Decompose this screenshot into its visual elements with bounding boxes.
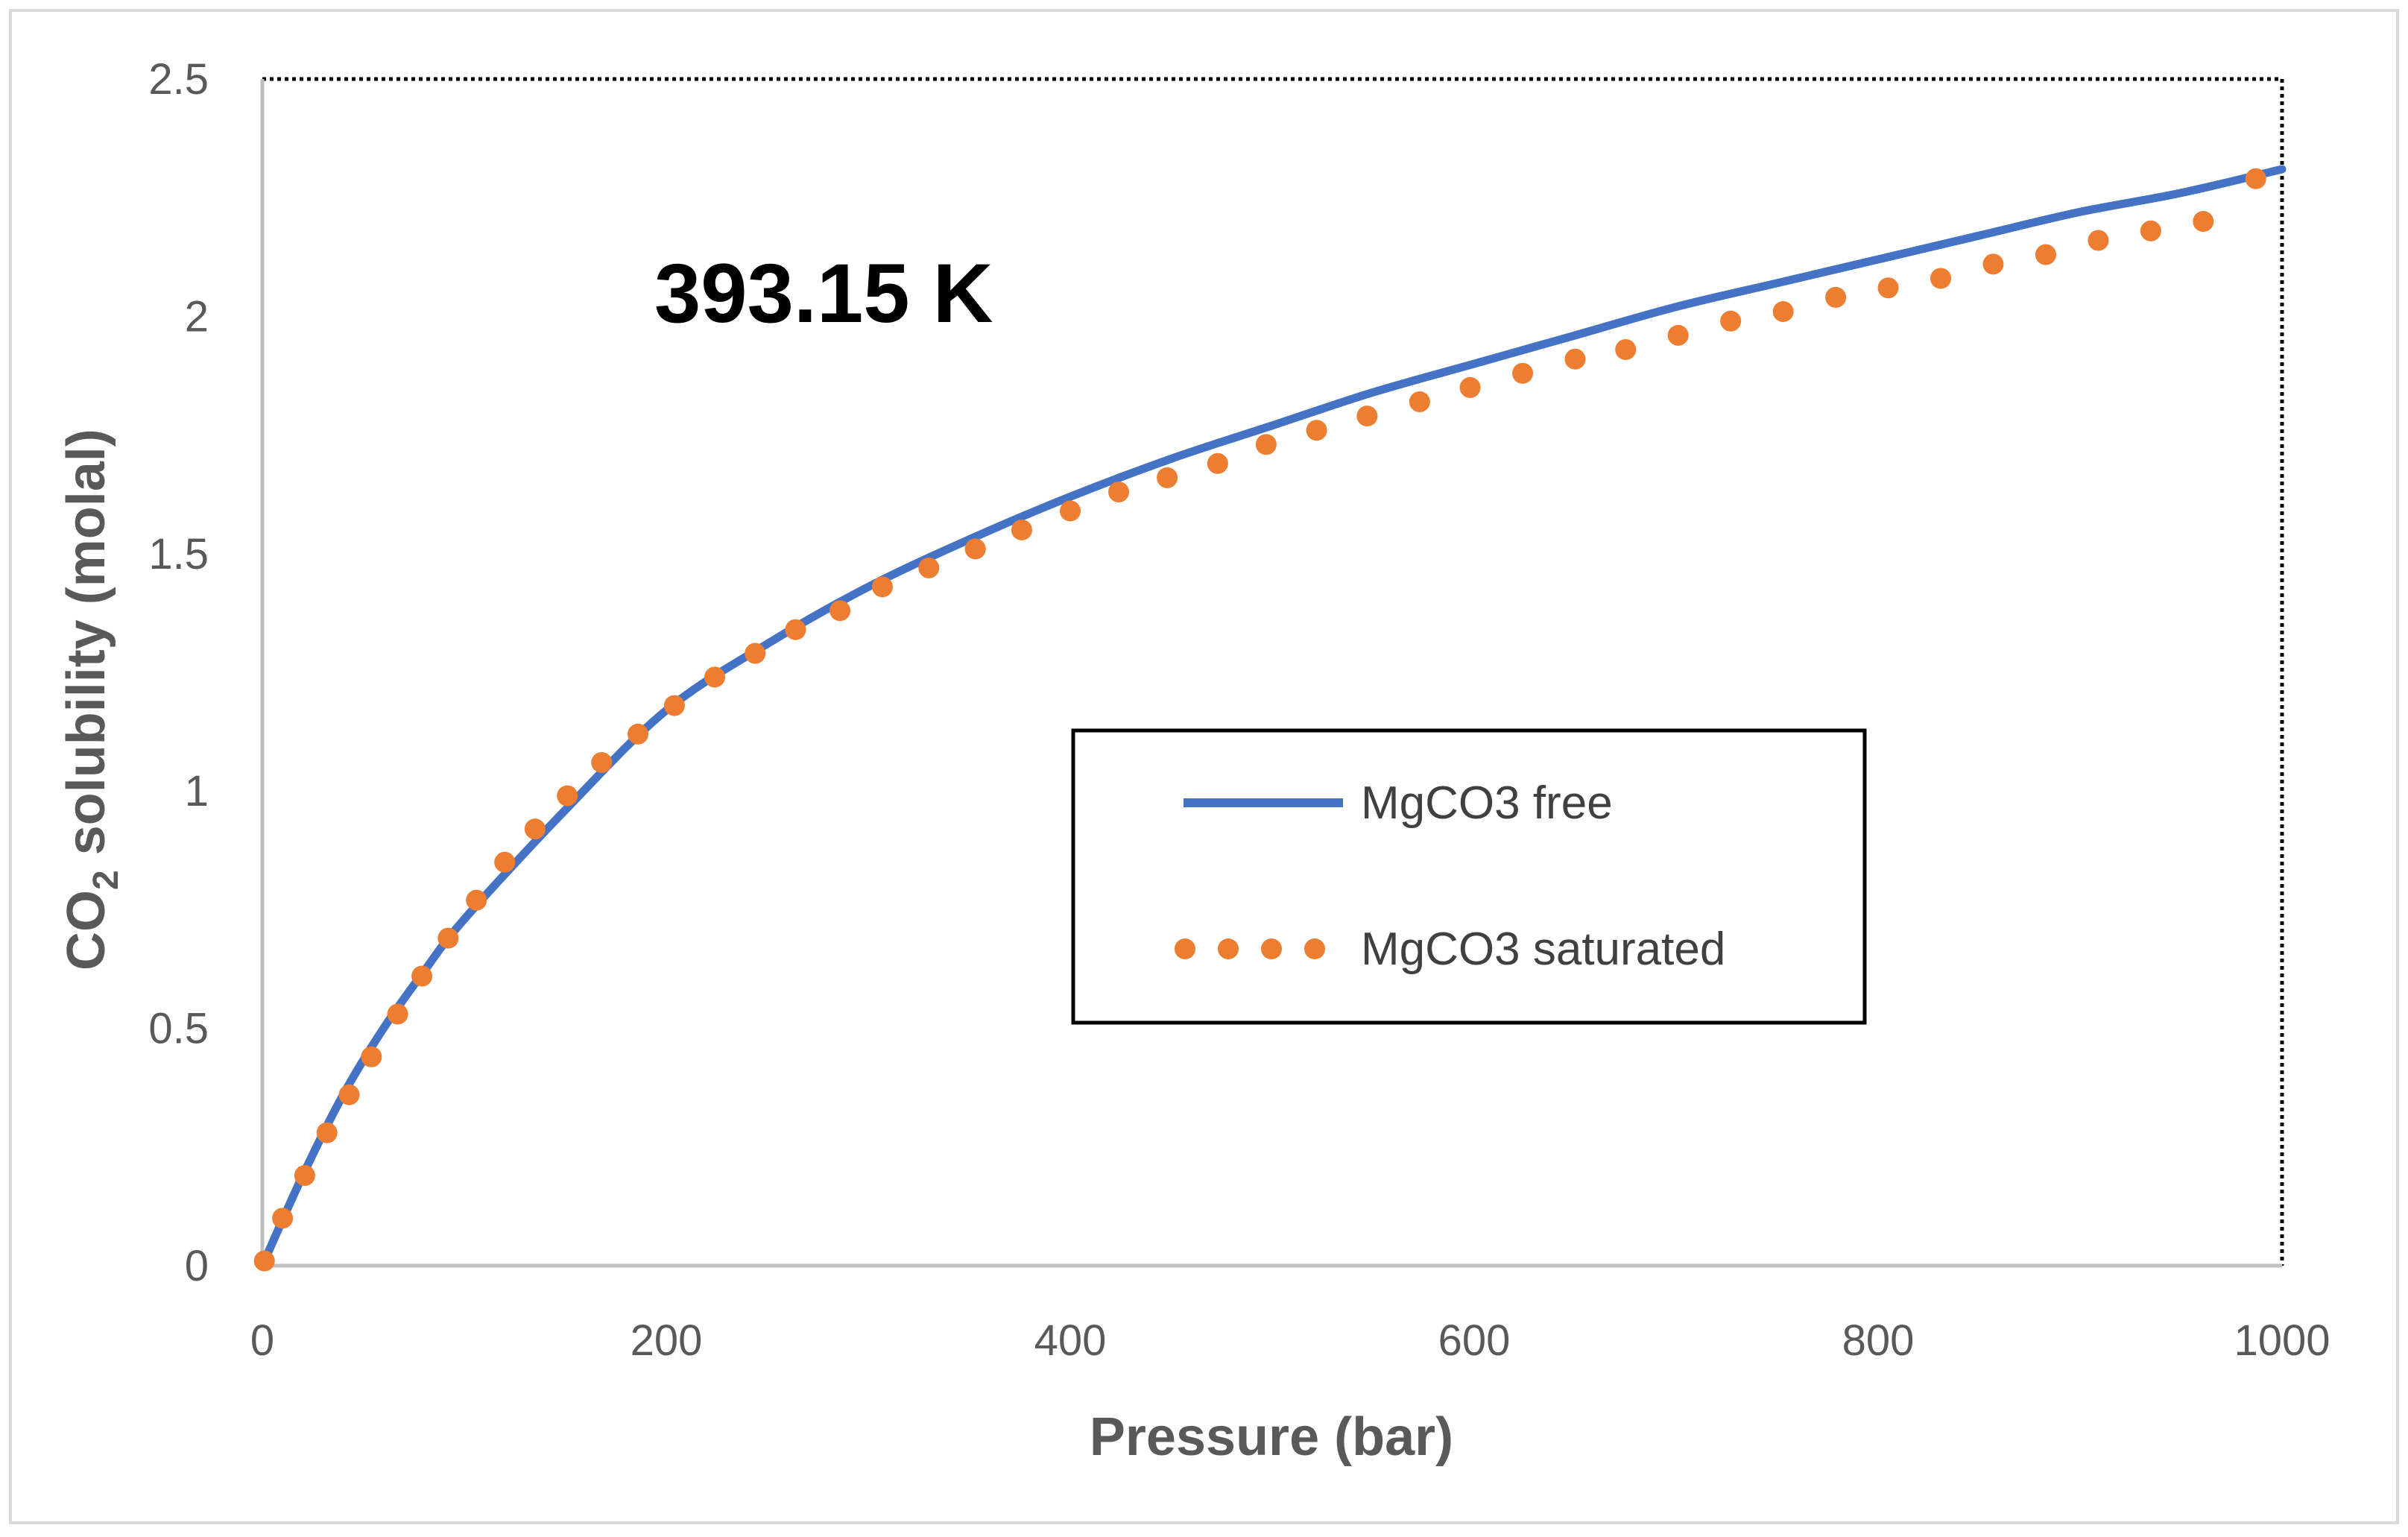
series-point-mgco3-saturated: [2193, 211, 2214, 233]
legend-dot: [1261, 938, 1282, 959]
y-tick-label: 1: [185, 767, 209, 815]
x-tick-label: 400: [1034, 1316, 1107, 1365]
series-point-mgco3-saturated: [1255, 434, 1277, 455]
plot-frame: [260, 77, 2284, 1268]
y-axis-title-main: CO: [57, 890, 116, 971]
series-point-mgco3-saturated: [411, 965, 433, 987]
series-point-mgco3-saturated: [437, 927, 459, 949]
series-point-mgco3-saturated: [1615, 338, 1637, 360]
legend-dot: [1218, 938, 1239, 959]
series-point-mgco3-saturated: [2245, 168, 2266, 189]
series-point-mgco3-saturated: [272, 1208, 294, 1229]
series-point-mgco3-saturated: [1011, 519, 1032, 540]
series-point-mgco3-saturated: [1877, 277, 1899, 299]
series-point-mgco3-saturated: [663, 695, 685, 716]
series-point-mgco3-saturated: [1108, 482, 1130, 503]
series-point-mgco3-saturated: [524, 818, 546, 840]
x-tick-label: 200: [631, 1316, 703, 1365]
series-point-mgco3-saturated: [1720, 310, 1742, 332]
series-point-mgco3-saturated: [253, 1250, 275, 1272]
y-axis-title-subscript: 2: [86, 870, 126, 890]
series-point-mgco3-saturated: [591, 751, 613, 773]
series-point-mgco3-saturated: [1207, 452, 1228, 474]
series-point-mgco3-saturated: [1157, 467, 1178, 488]
legend-box: [1071, 728, 1867, 1025]
y-axis-title-rest: solubility (molal): [57, 429, 116, 870]
series-layer: [253, 165, 2287, 1272]
series-point-mgco3-saturated: [1667, 324, 1689, 346]
legend: MgCO3 free MgCO3 saturated: [1071, 728, 1867, 1025]
series-point-mgco3-saturated: [918, 557, 940, 578]
y-axis-title: CO2 solubility (molal): [57, 429, 126, 971]
series-point-mgco3-saturated: [361, 1046, 382, 1067]
temperature-annotation: 393.15 K: [654, 247, 993, 340]
series-point-mgco3-saturated: [745, 643, 766, 664]
legend-label-mgco3-saturated: MgCO3 saturated: [1361, 924, 1725, 975]
series-point-mgco3-saturated: [1356, 405, 1378, 427]
y-tick-label: 1.5: [148, 530, 209, 578]
x-tick-labels: 0 200 400 600 800 1000: [250, 1316, 2330, 1365]
series-point-mgco3-saturated: [387, 1003, 408, 1025]
legend-dot: [1175, 938, 1195, 959]
series-point-mgco3-saturated: [338, 1084, 360, 1105]
series-point-mgco3-saturated: [466, 889, 487, 911]
series-point-mgco3-saturated: [557, 785, 578, 807]
x-tick-label: 0: [250, 1316, 274, 1365]
series-point-mgco3-saturated: [1772, 301, 1794, 323]
series-point-mgco3-saturated: [494, 851, 516, 873]
y-tick-label: 2: [185, 292, 209, 341]
series-point-mgco3-saturated: [785, 619, 806, 640]
y-tick-label: 0: [185, 1242, 209, 1290]
series-point-mgco3-saturated: [964, 538, 986, 560]
legend-label-mgco3-free: MgCO3 free: [1361, 777, 1613, 829]
series-point-mgco3-saturated: [829, 600, 851, 622]
series-point-mgco3-saturated: [294, 1165, 315, 1187]
legend-swatch-mgco3-saturated: [1175, 938, 1325, 959]
series-point-mgco3-saturated: [1825, 286, 1847, 308]
series-point-mgco3-saturated: [2140, 220, 2161, 242]
series-point-mgco3-saturated: [1564, 348, 1586, 370]
series-point-mgco3-saturated: [1930, 268, 1952, 289]
series-point-mgco3-saturated: [871, 576, 893, 598]
series-point-mgco3-saturated: [1512, 362, 1534, 384]
series-point-mgco3-saturated: [2088, 230, 2109, 251]
series-point-mgco3-saturated: [704, 666, 726, 688]
series-point-mgco3-saturated: [628, 723, 649, 745]
x-tick-label: 1000: [2234, 1316, 2330, 1365]
x-tick-label: 800: [1842, 1316, 1915, 1365]
series-point-mgco3-saturated: [316, 1122, 338, 1143]
series-point-mgco3-saturated: [1409, 391, 1430, 413]
series-point-mgco3-saturated: [1459, 376, 1481, 398]
x-axis-title: Pressure (bar): [1090, 1407, 1453, 1467]
y-tick-label: 2.5: [148, 55, 209, 104]
series-point-mgco3-saturated: [1982, 253, 2004, 275]
y-tick-labels: 0 0.5 1 1.5 2 2.5: [148, 55, 209, 1290]
series-point-mgco3-saturated: [1306, 420, 1327, 441]
series-point-mgco3-saturated: [2035, 244, 2056, 265]
series-point-mgco3-saturated: [1060, 500, 1081, 522]
legend-dot: [1304, 938, 1325, 959]
x-tick-label: 600: [1438, 1316, 1511, 1365]
y-tick-label: 0.5: [148, 1005, 209, 1053]
